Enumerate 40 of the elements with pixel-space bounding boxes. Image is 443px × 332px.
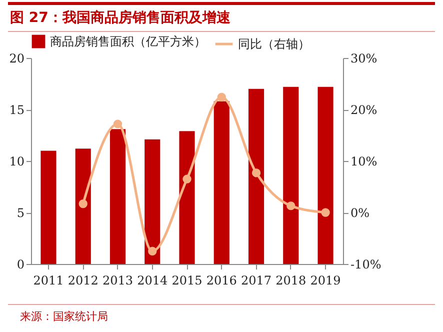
bar xyxy=(248,88,264,264)
point xyxy=(286,201,296,210)
point xyxy=(321,208,330,217)
x-tick-label: 2019 xyxy=(310,274,341,288)
y-tick-label: 10 xyxy=(9,154,24,168)
y-tick-label: 5 xyxy=(16,206,24,220)
bar xyxy=(144,139,160,264)
bar xyxy=(40,150,56,264)
bar xyxy=(110,129,126,264)
x-tick-label: 2015 xyxy=(172,274,202,288)
x-tick-label: 2016 xyxy=(206,274,237,288)
point xyxy=(78,199,88,208)
x-tick-label: 2017 xyxy=(240,274,272,288)
legend-label: 商品房销售面积（亿平方米） xyxy=(50,34,206,48)
bar xyxy=(179,131,195,264)
x-tick-label: 2014 xyxy=(137,274,168,288)
y-tick-label: 20 xyxy=(9,52,24,66)
y2-tick-label: 30% xyxy=(350,52,378,66)
point xyxy=(217,92,226,102)
source-note: 来源：国家统计局 xyxy=(8,304,435,324)
point xyxy=(148,246,157,256)
x-tick-label: 2018 xyxy=(276,274,306,288)
y2-tick-label: 10% xyxy=(350,154,378,168)
bar xyxy=(283,86,299,264)
y2-tick-label: 20% xyxy=(350,103,378,117)
point xyxy=(113,120,122,128)
legend-label: 同比（右轴） xyxy=(238,37,310,51)
x-tick-label: 2013 xyxy=(102,274,134,288)
y-tick-label: 0 xyxy=(16,258,24,272)
y2-tick-label: 0% xyxy=(350,206,370,220)
bar xyxy=(214,101,230,264)
y2-tick-label: -10% xyxy=(350,258,382,272)
bar xyxy=(75,148,91,264)
point xyxy=(182,174,192,184)
x-tick-label: 2012 xyxy=(68,274,98,288)
x-tick-label: 2011 xyxy=(33,274,64,288)
point xyxy=(252,168,261,178)
y-tick-label: 15 xyxy=(9,103,24,117)
bar xyxy=(318,86,334,264)
chart-title: 图 27：我国商品房销售面积及增速 xyxy=(8,2,435,32)
